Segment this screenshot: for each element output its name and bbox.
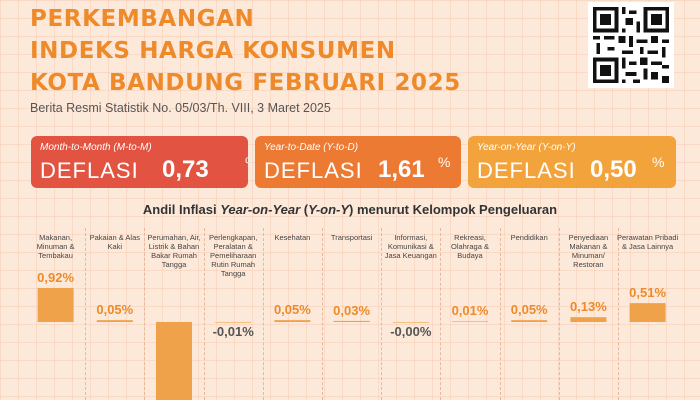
page-title-line-2: INDEKS HARGA KONSUMEN xyxy=(30,38,396,64)
page-subtitle: Berita Resmi Statistik No. 05/03/Th. VII… xyxy=(30,101,331,115)
column-separator xyxy=(322,228,323,400)
bar xyxy=(156,322,192,400)
page-title-line-3: KOTA BANDUNG FEBRUARI 2025 xyxy=(30,70,461,96)
card-value: 0,50 xyxy=(590,156,637,183)
bar xyxy=(215,322,252,323)
value-label: 0,13% xyxy=(569,299,607,315)
category-label: Rekreasi, Olahraga & Budaya xyxy=(451,233,489,260)
card-unit: % xyxy=(652,154,665,170)
bar xyxy=(96,320,133,322)
card-word: DEFLASI xyxy=(264,158,363,183)
value-label: 0,51% xyxy=(629,285,667,301)
value-label: 0,92% xyxy=(37,269,75,285)
column-separator xyxy=(618,228,619,400)
column-separator xyxy=(203,228,205,400)
bar xyxy=(570,317,607,322)
category-label: Penyediaan Makanan & Minuman/ Restoran xyxy=(568,233,609,269)
category-label: Kesehatan xyxy=(274,233,311,242)
column-separator xyxy=(558,228,560,400)
card-label: Year-to-Date (Y-to-D) xyxy=(264,142,359,153)
card-word: DEFLASI xyxy=(477,158,576,183)
value-label: 0,05% xyxy=(510,302,548,318)
chart-title-italic-2: Y-on-Y xyxy=(308,202,350,217)
column-separator xyxy=(262,228,264,400)
bar xyxy=(274,320,311,322)
card-month-to-month: Month-to-Month (M-to-M) DEFLASI 0,73 % xyxy=(31,136,248,188)
category-label: Pendidikan xyxy=(510,233,548,242)
bar xyxy=(333,320,370,322)
category-label: Transportasi xyxy=(330,233,373,242)
column-separator xyxy=(440,228,442,400)
card-label: Month-to-Month (M-to-M) xyxy=(40,142,152,153)
chart-title-italic: Year-on-Year xyxy=(220,202,301,217)
chart-title-suffix: ) menurut Kelompok Pengeluaran xyxy=(349,202,558,217)
category-label: Informasi, Komunikasi & Jasa Keuangan xyxy=(384,233,437,260)
column-separator xyxy=(144,228,146,400)
card-value: 0,73 xyxy=(162,156,209,183)
card-value: 1,61 xyxy=(378,156,425,183)
chart-title: Andil Inflasi Year-on-Year (Y-on-Y) menu… xyxy=(0,202,700,217)
page-title-line-1: PERKEMBANGAN xyxy=(30,6,255,32)
value-label: 0,03% xyxy=(333,302,371,318)
value-label: 0,05% xyxy=(273,302,311,318)
column-separator xyxy=(85,228,87,400)
card-year-to-date: Year-to-Date (Y-to-D) DEFLASI 1,61 % xyxy=(255,136,461,188)
category-label: Makanan, Minuman & Tembakau xyxy=(36,233,75,260)
column-separator xyxy=(381,228,383,400)
category-label: Perawatan Pribadi & Jasa Lainnya xyxy=(616,233,679,251)
bar xyxy=(37,287,74,322)
card-word: DEFLASI xyxy=(40,158,139,183)
card-unit: % xyxy=(245,154,248,170)
category-label: Perlengkapan, Peralatan & Pemeliharaan R… xyxy=(209,233,258,278)
card-year-on-year: Year-on-Year (Y-on-Y) DEFLASI 0,50 % xyxy=(468,136,676,188)
chart-title-middle: ( xyxy=(300,202,309,217)
bar xyxy=(629,303,666,322)
card-unit: % xyxy=(438,154,451,170)
card-label: Year-on-Year (Y-on-Y) xyxy=(477,142,576,153)
chart-title-prefix: Andil Inflasi xyxy=(142,202,221,217)
column-separator xyxy=(499,228,501,400)
category-label: Perumahan, Air, Listrik & Bahan Bakar Ru… xyxy=(147,233,201,269)
value-label: -0,00% xyxy=(390,324,432,339)
value-label: 0,01% xyxy=(451,303,489,319)
bar xyxy=(452,321,488,322)
bar xyxy=(511,320,548,322)
value-label: 0,05% xyxy=(96,302,134,318)
bar xyxy=(392,322,429,323)
category-label: Pakaian & Alas Kaki xyxy=(89,233,141,251)
qr-code-icon[interactable] xyxy=(588,2,674,88)
value-label: -0,01% xyxy=(212,324,254,339)
